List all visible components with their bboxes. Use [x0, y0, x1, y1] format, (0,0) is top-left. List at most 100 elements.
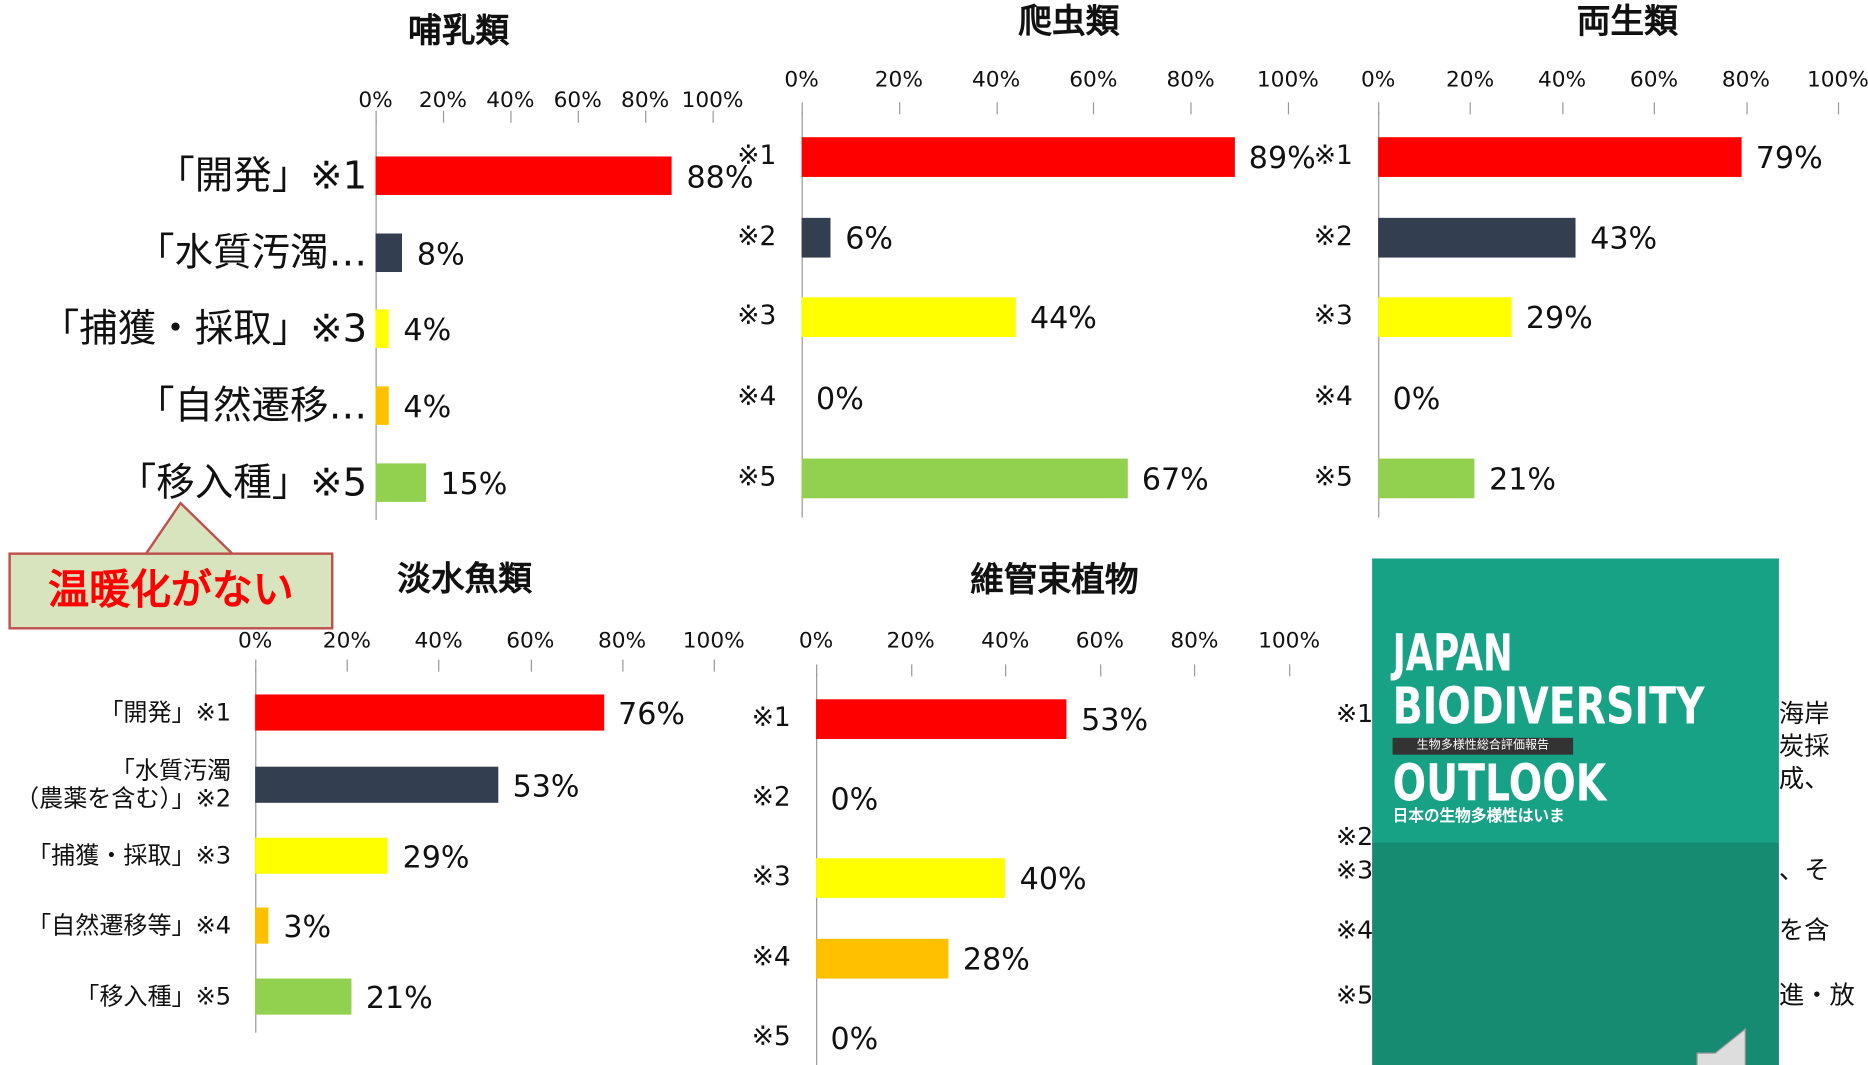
- tick-mark: [622, 659, 624, 672]
- x-tick-label: 20%: [886, 628, 935, 654]
- tick-mark: [1287, 102, 1290, 115]
- bar: [375, 309, 389, 348]
- category-label: 「捕獲・採取」※3: [27, 840, 232, 870]
- value-label: 0%: [816, 381, 864, 416]
- chart-title: 爬虫類: [1018, 1, 1120, 41]
- x-tick-label: 20%: [418, 87, 468, 114]
- bar: [255, 766, 499, 803]
- tick-mark: [1562, 102, 1564, 115]
- book-title-1: JAPAN: [1392, 623, 1513, 683]
- bar: [801, 136, 1235, 177]
- bar: [801, 217, 831, 257]
- tick-mark: [712, 110, 714, 123]
- x-tick-label: 100%: [1258, 628, 1321, 654]
- value-label: 88%: [686, 159, 754, 195]
- x-tick-label: 40%: [486, 87, 535, 114]
- x-tick-label: 100%: [1256, 67, 1319, 93]
- x-tick-label: 0%: [1360, 67, 1396, 93]
- tick-mark: [1099, 664, 1102, 677]
- x-tick-label: 0%: [358, 87, 393, 114]
- x-tick-label: 80%: [1166, 67, 1215, 93]
- category-label: ※2: [1313, 221, 1353, 252]
- value-label: 29%: [402, 839, 470, 875]
- value-label: 21%: [365, 980, 433, 1016]
- x-tick-label: 100%: [681, 87, 744, 114]
- chart-title: 淡水魚類: [397, 558, 533, 599]
- x-tick-label: 20%: [874, 67, 923, 93]
- value-label: 21%: [1489, 461, 1557, 497]
- value-label: 89%: [1248, 140, 1316, 176]
- value-label: 4%: [403, 312, 452, 348]
- value-label: 15%: [440, 466, 508, 502]
- text-fragment: を含: [1778, 915, 1830, 945]
- text-fragment: 、そ: [1778, 855, 1830, 885]
- x-tick-label: 0%: [798, 628, 834, 654]
- x-tick-label: 0%: [237, 628, 273, 654]
- value-label: 53%: [512, 768, 580, 804]
- tick-mark: [816, 664, 818, 677]
- category-label: 「移入種」※5: [117, 459, 368, 506]
- bar: [801, 457, 1128, 498]
- x-tick-label: 100%: [682, 628, 745, 654]
- x-tick-label: 80%: [621, 87, 670, 114]
- category-label: ※5: [1313, 462, 1353, 493]
- tick-mark: [1653, 102, 1656, 115]
- x-tick-label: 60%: [553, 87, 602, 114]
- category-label: 「自然遷移等」※4: [27, 910, 232, 940]
- tick-mark: [1378, 102, 1380, 115]
- x-tick-label: 20%: [1445, 67, 1495, 93]
- tick-mark: [1470, 102, 1472, 115]
- tick-mark: [442, 110, 445, 123]
- bar: [255, 837, 389, 874]
- category-label: ※3: [751, 862, 791, 893]
- tick-mark: [1745, 102, 1748, 115]
- speaker-icon: [1696, 1027, 1746, 1065]
- book-title-2: BIODIVERSITY: [1392, 676, 1705, 736]
- category-label: ※4: [737, 381, 777, 413]
- category-label: 「捕獲・採取」※3: [40, 305, 368, 351]
- category-label: 「移入種」※5: [75, 981, 232, 1011]
- category-label: 「水質汚濁 （農薬を含む）」※2: [15, 755, 232, 813]
- category-label: ※4: [1313, 381, 1353, 413]
- tick-mark: [1837, 102, 1840, 115]
- bar: [375, 386, 389, 425]
- chart-title: 両生類: [1576, 1, 1678, 41]
- tick-mark: [255, 659, 257, 672]
- bar: [1378, 217, 1576, 257]
- bar: [255, 907, 269, 944]
- value-label: 67%: [1141, 461, 1209, 497]
- text-fragment: 炭採: [1778, 731, 1830, 761]
- book-cover-bottom: [1372, 842, 1779, 1065]
- x-tick-label: 60%: [506, 628, 555, 654]
- tick-mark: [645, 110, 647, 123]
- text-fragment: ※5: [1336, 980, 1374, 1010]
- tick-mark: [713, 659, 715, 672]
- bar: [1378, 457, 1475, 498]
- tick-mark: [510, 110, 512, 123]
- category-label: 「自然遷移…: [135, 382, 368, 429]
- category-label: ※5: [737, 462, 777, 493]
- x-tick-label: 80%: [1170, 628, 1219, 654]
- category-label: ※1: [737, 141, 777, 172]
- category-label: 「水質汚濁…: [135, 229, 368, 276]
- bar: [375, 463, 427, 502]
- category-label: ※1: [751, 703, 791, 734]
- x-tick-label: 60%: [1629, 67, 1679, 93]
- x-tick-label: 60%: [1075, 628, 1124, 654]
- x-tick-label: 40%: [981, 628, 1030, 654]
- bar: [816, 938, 949, 978]
- category-label: 「開発」※1: [99, 697, 232, 727]
- callout-join: [150, 556, 233, 564]
- category-label: ※1: [1313, 141, 1353, 172]
- value-label: 0%: [1392, 381, 1441, 416]
- bar: [1378, 136, 1742, 177]
- tick-mark: [577, 110, 579, 123]
- book-band: 生物多様性総合評価報告: [1392, 737, 1574, 755]
- category-label: ※3: [1313, 301, 1353, 332]
- text-fragment: ※4: [1336, 915, 1374, 945]
- value-label: 6%: [845, 221, 893, 256]
- value-label: 79%: [1755, 140, 1823, 176]
- category-label: ※5: [751, 1022, 791, 1053]
- chart-title: 維管束植物: [970, 559, 1139, 600]
